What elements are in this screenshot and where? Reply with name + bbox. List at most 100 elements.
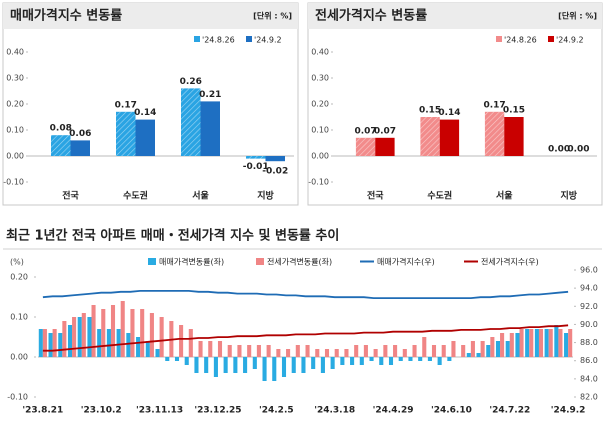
data-label: 0.14 [438, 108, 460, 118]
bar [441, 345, 446, 357]
bar [470, 341, 475, 357]
chart-title: 매매가격지수 변동률 [10, 9, 122, 24]
bar [120, 301, 125, 357]
bar [554, 325, 559, 357]
data-label: 0.17 [483, 100, 505, 110]
x-tick-label: '23.8.21 [22, 406, 63, 416]
bar [451, 341, 456, 357]
bar [568, 329, 573, 357]
bar [70, 140, 90, 156]
panel [2, 2, 299, 206]
bar [266, 345, 271, 357]
bar [480, 341, 485, 357]
hatch [355, 137, 376, 156]
y2-tick-label: 86.0 [580, 356, 598, 365]
unit: [단위 : %] [253, 11, 292, 21]
bar [126, 333, 131, 357]
hatch [420, 117, 440, 156]
bar [213, 357, 218, 377]
y-tick-label: 0.10 [6, 126, 24, 135]
x-tick-label: '23.12.25 [194, 406, 241, 416]
bar [217, 341, 223, 357]
chart-title: 전세가격지수 변동률 [315, 8, 427, 24]
legend-swatch [496, 36, 502, 42]
x-tick-label: 지방 [257, 190, 274, 202]
bar [504, 117, 524, 156]
line [42, 290, 569, 299]
y-tick-label: 0.10 [10, 313, 28, 322]
bar [490, 337, 495, 357]
bar [48, 333, 53, 357]
y2-tick-label: 96.0 [580, 266, 598, 275]
y-tick-label: 0.30 [6, 74, 24, 83]
bar [486, 345, 491, 357]
legend-label: '24.9.2 [556, 36, 584, 45]
y2-tick-label: 84.0 [580, 374, 598, 383]
bar [281, 357, 287, 377]
bar [149, 313, 154, 357]
x-tick-label: '24.7.22 [489, 406, 530, 416]
bar [265, 156, 285, 162]
bar [388, 357, 394, 365]
bar [408, 357, 413, 361]
bar [509, 333, 514, 357]
y-tick-label: 0.20 [311, 100, 329, 109]
y-tick-label: 0.40 [6, 48, 24, 57]
bar [174, 357, 180, 361]
bar [77, 317, 82, 357]
x-tick-label: 서울 [192, 190, 209, 202]
data-label: -0.02 [262, 167, 288, 177]
data-label: 0.06 [69, 129, 91, 139]
bar [500, 333, 505, 357]
x-tick-label: 전국 [62, 190, 79, 202]
data-label: 0.08 [50, 124, 72, 134]
bar [145, 341, 150, 357]
bar [165, 357, 170, 361]
bar [233, 357, 238, 373]
bar [437, 357, 442, 365]
bar [383, 345, 388, 357]
y-tick-label: 0.40 [311, 48, 329, 57]
bar [431, 345, 437, 357]
bar [200, 101, 220, 156]
legend-label: '24.8.26 [202, 36, 235, 45]
bar [159, 317, 164, 357]
legend-label: '24.8.26 [504, 36, 537, 45]
data-label: 0.07 [354, 126, 376, 136]
legend-swatch [194, 36, 200, 42]
y-tick-label: 0.30 [311, 74, 329, 83]
bar [305, 345, 310, 357]
legend-swatch [246, 36, 252, 42]
bar [315, 349, 320, 357]
legend-label: 전세가격지수(우) [481, 257, 539, 267]
bar [116, 329, 121, 357]
bar [136, 337, 141, 357]
bar [179, 325, 184, 357]
bar [373, 349, 378, 357]
bar [276, 349, 281, 357]
bar [247, 345, 252, 357]
bar [223, 357, 228, 373]
bar [519, 329, 524, 357]
bar [52, 329, 57, 357]
x-tick-label: '23.11.13 [136, 406, 183, 416]
bar [252, 357, 257, 369]
x-tick-label: '24.9.2 [551, 406, 586, 416]
legend-swatch [148, 258, 156, 265]
data-label: 0.14 [134, 108, 156, 118]
data-label: 0.21 [199, 90, 221, 100]
bar [505, 341, 510, 357]
bar [291, 357, 296, 373]
bar [379, 357, 384, 365]
bar [363, 345, 368, 357]
bar [204, 357, 209, 373]
data-label: 0.17 [115, 100, 137, 110]
bar [344, 349, 349, 357]
legend-label: 전세가격변동률(좌) [267, 257, 332, 267]
bar [564, 333, 569, 357]
bar [334, 349, 339, 357]
bar [87, 317, 92, 357]
bar [375, 137, 395, 156]
bar [58, 333, 63, 357]
